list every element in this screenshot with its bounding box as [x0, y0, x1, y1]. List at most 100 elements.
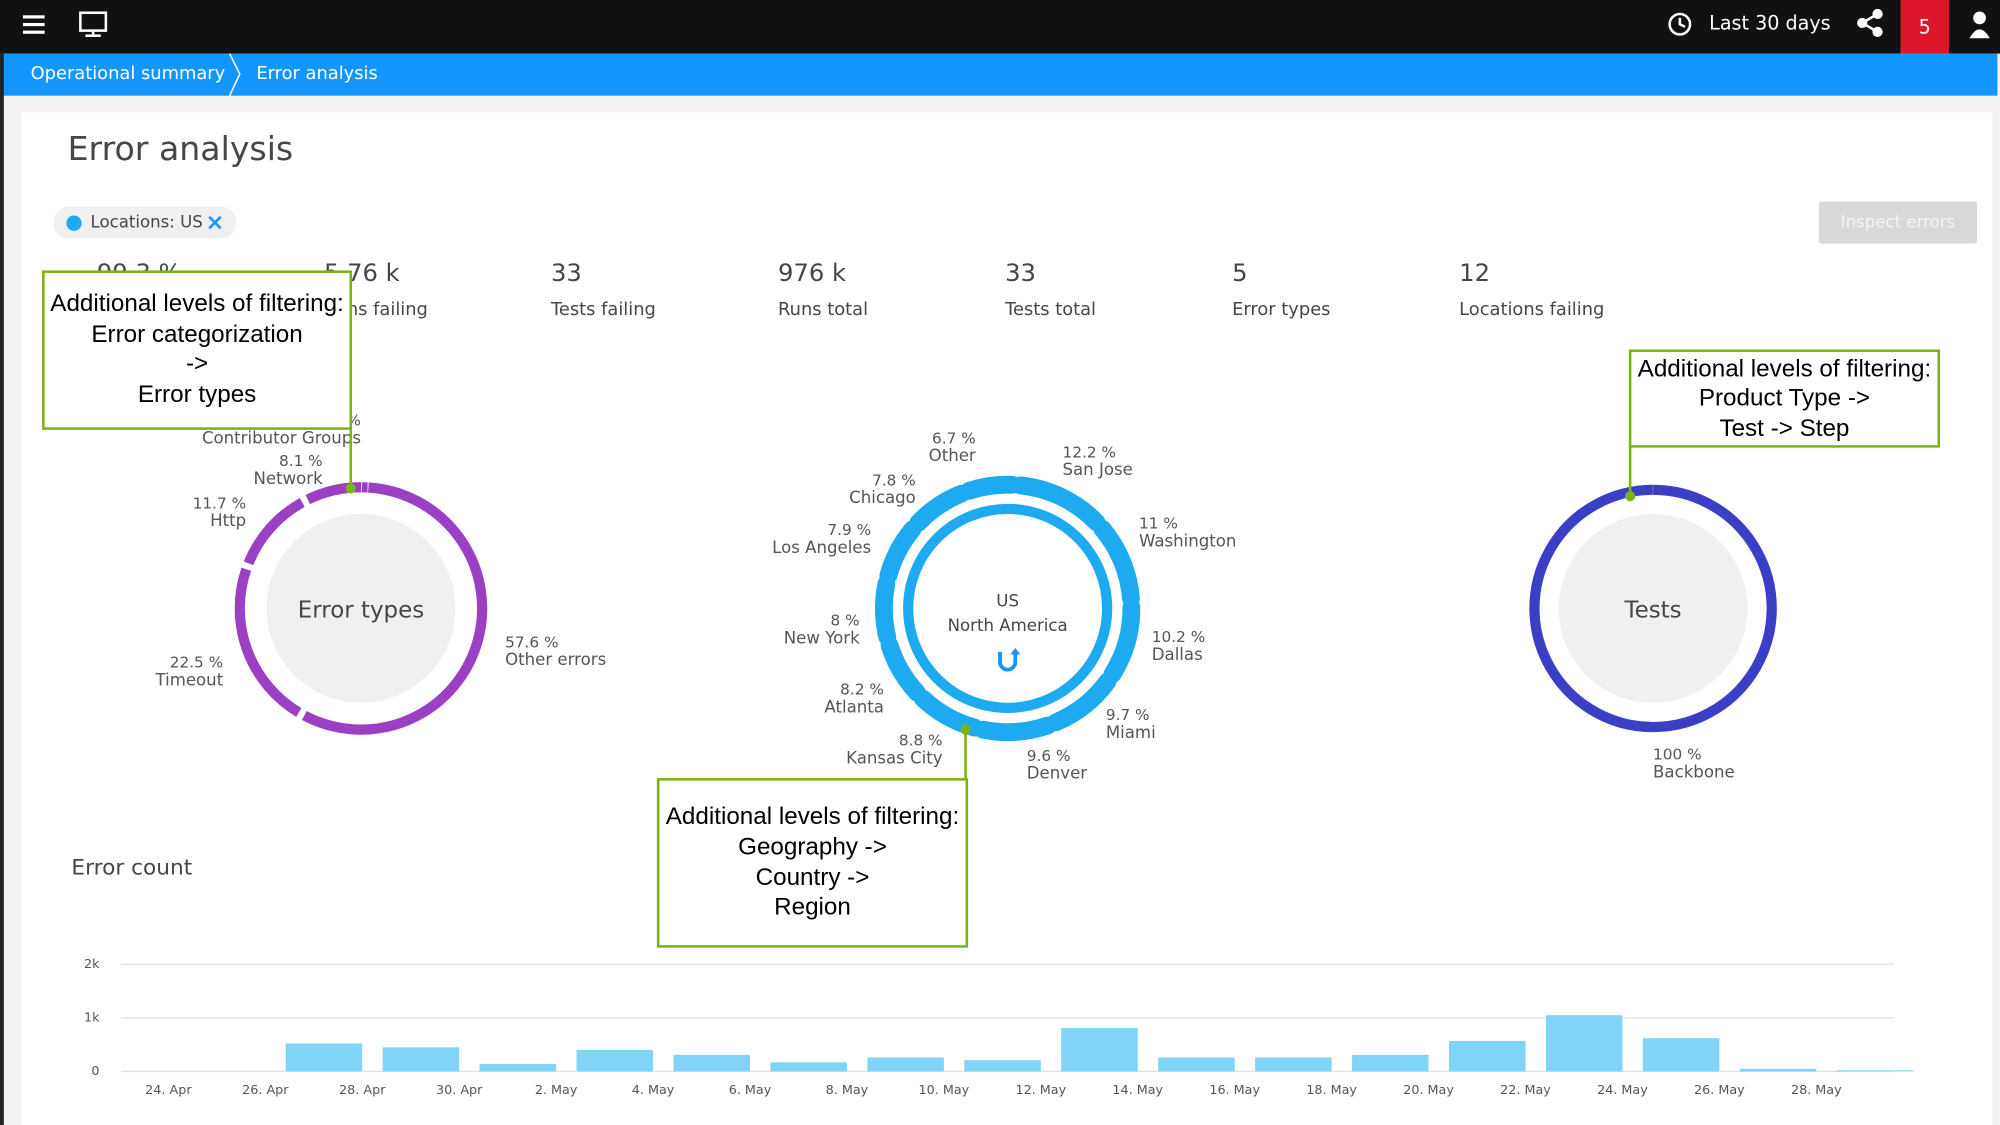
stat-value: 976 k [778, 259, 846, 287]
segment-name: Other [929, 446, 976, 465]
menu-icon[interactable] [22, 15, 45, 34]
donut-segment [301, 482, 488, 735]
segment-name: Denver [1027, 764, 1087, 783]
segment-name: Contributor Groups [202, 428, 361, 447]
donut-segment [234, 567, 302, 717]
bar [964, 1060, 1041, 1072]
stat-label: Tests total [1004, 299, 1096, 320]
x-tick-label: 12. May [1015, 1083, 1066, 1098]
stat-label: Runs total [778, 299, 868, 320]
time-range[interactable]: Last 30 days [1709, 12, 1831, 35]
user-icon[interactable] [1969, 11, 1990, 39]
x-tick-label: 2. May [535, 1083, 578, 1098]
annotation-text: Additional levels of filtering: [1638, 355, 1931, 382]
filter-remove[interactable] [208, 215, 222, 230]
segment-name: Miami [1106, 723, 1156, 742]
annotation-box [656, 778, 969, 948]
segment-value: 9.6 % [1027, 747, 1071, 765]
clock-icon [1668, 12, 1692, 36]
left-edge [0, 53, 4, 1125]
bar [770, 1062, 847, 1072]
annotation-text: -> [186, 350, 208, 377]
segment-name: Timeout [154, 671, 223, 690]
donut-segment [1093, 519, 1140, 608]
donut-segment [879, 520, 922, 585]
annotation-text: Product Type -> [1699, 385, 1870, 412]
x-tick-label: 22. May [1500, 1083, 1551, 1098]
segment-name: Atlanta [824, 697, 883, 716]
x-tick-label: 24. Apr [145, 1083, 192, 1098]
segment-value: 8.8 % [899, 732, 943, 750]
filter-label: Locations: US [91, 213, 203, 232]
breadcrumb-bar [2, 53, 1998, 96]
segment-value: 7.9 % [827, 521, 871, 539]
segment-value: 6.7 % [932, 429, 976, 447]
x-tick-label: 20. May [1403, 1083, 1454, 1098]
donut-segment [305, 482, 362, 505]
bar [479, 1063, 557, 1072]
notification-count[interactable]: 5 [1919, 16, 1931, 39]
monitor-icon[interactable] [79, 11, 108, 37]
y-tick-label: 2k [84, 957, 100, 972]
stat-value: 33 [1005, 259, 1036, 287]
donut-center-label: Tests [1623, 597, 1681, 623]
stat-label: Error types [1232, 299, 1330, 320]
donut-segment [960, 475, 1021, 500]
donut-segment [973, 716, 1057, 742]
share-icon[interactable] [1857, 8, 1883, 37]
segment-name: New York [784, 629, 860, 648]
donut-center [266, 514, 456, 703]
donut-segment [914, 689, 984, 737]
segment-name: Backbone [1653, 762, 1735, 781]
notification-badge[interactable] [1900, 0, 1949, 54]
segment-value: 12.2 % [1063, 443, 1116, 461]
filter-dot [66, 215, 82, 231]
segment-name: Http [210, 511, 246, 530]
x-tick-label: 24. May [1597, 1083, 1648, 1098]
annotation-text: Test -> Step [1719, 415, 1849, 442]
segment-value: 11 % [1139, 515, 1178, 533]
donut-center-label: Error types [298, 597, 424, 623]
x-tick-label: 16. May [1209, 1083, 1260, 1098]
breadcrumb[interactable]: Error analysis [256, 63, 377, 84]
bar [1158, 1057, 1235, 1072]
segment-name: Kansas City [846, 748, 943, 767]
bar [576, 1050, 654, 1072]
bar [1545, 1015, 1623, 1072]
annotation-text: Additional levels of filtering: [50, 290, 343, 317]
inner-ring [903, 503, 1113, 714]
stat-value: 5 [1232, 259, 1247, 287]
donut-segment [1103, 598, 1141, 684]
inspect-button-label[interactable]: Inspect errors [1841, 213, 1955, 232]
segment-value: 57.6 % [505, 633, 558, 651]
x-tick-label: 10. May [919, 1083, 970, 1098]
segment-name: Other errors [505, 650, 606, 669]
donut-segment [1529, 484, 1777, 733]
segment-value: 8 % [831, 612, 860, 630]
breadcrumb[interactable]: Operational summary [31, 63, 226, 84]
annotation-text: Country -> [756, 864, 870, 891]
x-tick-label: 18. May [1306, 1083, 1357, 1098]
chart-title: Error count [71, 856, 192, 881]
x-tick-label: 28. May [1791, 1083, 1842, 1098]
stat-value: 33 [551, 259, 582, 287]
filter-chip[interactable] [53, 206, 236, 239]
annotation-text: Geography -> [738, 834, 887, 861]
x-tick-label: 6. May [729, 1083, 772, 1098]
x-tick-label: 8. May [826, 1083, 869, 1098]
donut-center-label: North America [948, 616, 1068, 635]
annotation-text: Additional levels of filtering: [666, 803, 959, 830]
bar [1255, 1057, 1332, 1072]
segment-name: Chicago [849, 488, 916, 507]
inspect-button[interactable] [1818, 201, 1978, 244]
annotation-dot [960, 724, 971, 735]
segment-value: 22.5 % [170, 654, 223, 672]
bar [867, 1057, 944, 1072]
stat-label: Locations failing [1459, 299, 1604, 320]
donut-segment [875, 574, 897, 646]
segment-value: 8.2 % [840, 681, 884, 699]
annotation-dot [345, 483, 356, 494]
segment-name: Dallas [1152, 645, 1203, 664]
